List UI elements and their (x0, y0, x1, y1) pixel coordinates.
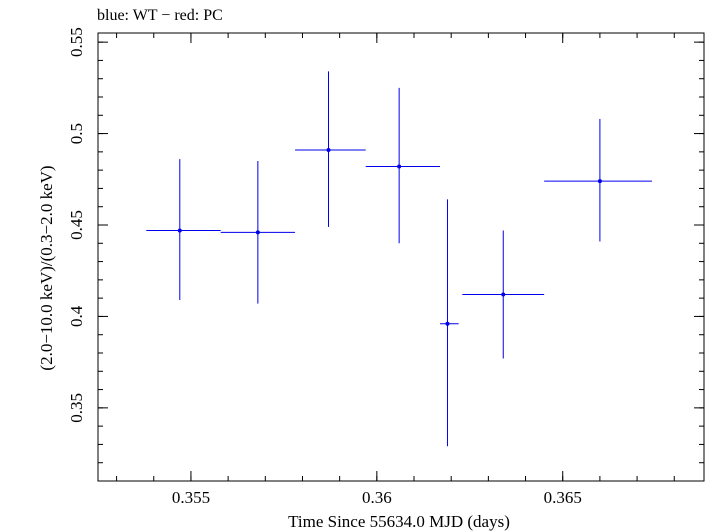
data-point (544, 118, 652, 242)
x-axis-label: Time Since 55634.0 MJD (days) (288, 512, 510, 531)
data-point (146, 159, 221, 300)
y-tick-label: 0.35 (67, 393, 86, 423)
data-point (295, 71, 366, 227)
point-marker (177, 228, 182, 233)
y-tick-label: 0.45 (67, 210, 86, 240)
point-marker (597, 179, 602, 184)
point-marker (445, 321, 450, 326)
data-point (365, 87, 441, 244)
plot-frame (97, 32, 705, 482)
axis-ticks (98, 33, 704, 482)
point-marker (326, 148, 331, 153)
point-marker (255, 230, 260, 235)
axis-tick-labels: 0.355 0.36 0.365 0.35 0.4 0.45 0.5 0.55 (67, 27, 582, 507)
chart-title: blue: WT − red: PC (97, 7, 223, 24)
data-points (146, 71, 652, 447)
y-tick-label: 0.4 (67, 305, 86, 327)
y-axis-label: (2.0−10.0 keV)/(0.3−2.0 keV) (37, 165, 56, 370)
data-point (440, 199, 459, 447)
point-marker (397, 164, 402, 169)
x-tick-label: 0.36 (362, 488, 392, 507)
y-tick-label: 0.55 (67, 27, 86, 57)
data-point (462, 230, 545, 359)
x-tick-label: 0.365 (544, 488, 582, 507)
x-tick-label: 0.355 (172, 488, 210, 507)
point-marker (501, 292, 506, 297)
data-point (220, 161, 296, 304)
y-tick-label: 0.5 (67, 123, 86, 144)
